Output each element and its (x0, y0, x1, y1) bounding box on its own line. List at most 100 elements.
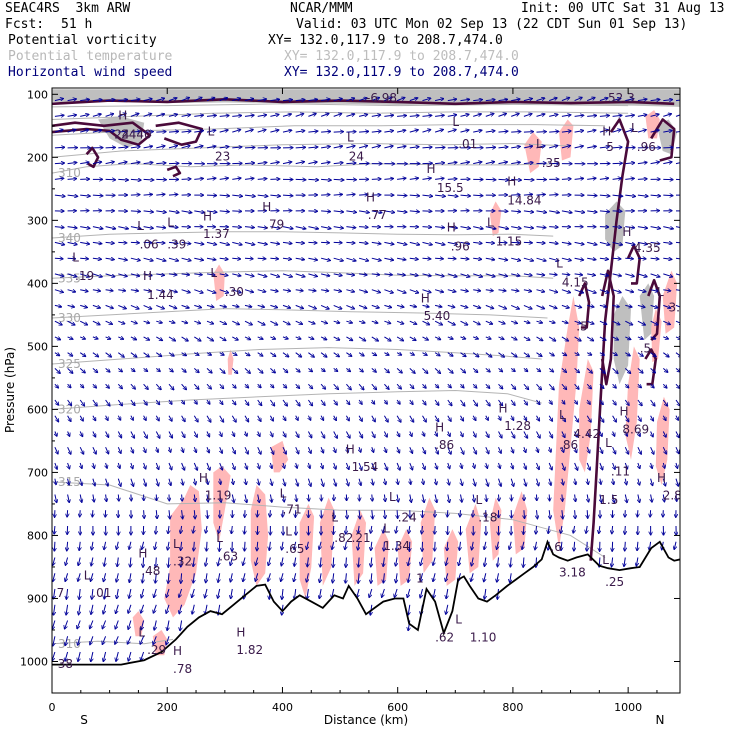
wind-vector (384, 494, 385, 502)
wind-vector (587, 146, 596, 148)
wind-vector (396, 573, 397, 582)
theta-contour (52, 231, 554, 239)
wind-vector (650, 100, 660, 101)
wind-vector (485, 337, 491, 339)
wind-vector (80, 337, 85, 339)
wind-vector (55, 462, 57, 469)
pv-contour (650, 118, 676, 162)
wind-vector (371, 462, 375, 470)
wind-vector (194, 399, 197, 404)
wind-vector (143, 257, 153, 260)
wind-vector (459, 541, 460, 550)
wind-vector (346, 163, 355, 164)
wind-vector (194, 258, 203, 260)
wind-vector (371, 368, 376, 372)
extrema-label: .86 (559, 438, 578, 452)
wind-vector (244, 227, 254, 228)
wind-vector (675, 162, 680, 165)
wind-vector (662, 446, 666, 453)
wind-vector (549, 321, 555, 323)
wind-vector (79, 541, 80, 550)
pv-shading-region (512, 491, 528, 555)
wind-vector (131, 447, 133, 452)
wind-vector (65, 573, 69, 581)
pv-high-shading (639, 283, 655, 341)
wind-vector (384, 289, 392, 293)
center-label: NCAR/MMM (290, 1, 353, 16)
wind-vector (156, 415, 159, 421)
wind-vector (409, 147, 419, 148)
extrema-label: 1.37 (203, 227, 230, 241)
wind-vector (625, 337, 630, 339)
wind-vector (52, 620, 56, 629)
wind-vector (282, 383, 286, 387)
wind-vector (77, 620, 81, 629)
wind-vector (321, 195, 329, 196)
pv-shading-region (213, 466, 231, 542)
wind-vector (334, 510, 335, 518)
wind-vector (511, 321, 517, 323)
wind-vector (130, 274, 139, 276)
wind-vector (346, 132, 355, 133)
wind-vector (473, 431, 476, 437)
wind-vector (333, 163, 343, 164)
wind-vector (257, 242, 267, 244)
extrema-label: .62 (435, 630, 454, 644)
wind-vector (536, 163, 546, 164)
wind-vector (359, 211, 369, 213)
wind-vector (599, 353, 604, 355)
extrema-label: L (452, 115, 459, 129)
wind-vector (396, 336, 403, 341)
wind-vector (80, 478, 82, 485)
wind-vector (486, 462, 488, 468)
wind-vector (523, 557, 524, 567)
wind-vector (624, 446, 628, 454)
wind-vector (422, 320, 430, 324)
wind-vector (258, 478, 259, 485)
wind-vector (345, 399, 349, 404)
wind-vector (144, 478, 146, 486)
wind-vector (409, 195, 419, 196)
wind-vector (205, 588, 207, 597)
wind-vector (333, 114, 342, 117)
wind-vector (270, 320, 277, 325)
wind-vector (54, 258, 63, 259)
wind-vector (537, 415, 540, 421)
wind-vector (231, 399, 235, 404)
wind-vector (320, 352, 326, 357)
wind-vector (422, 241, 432, 244)
wind-vector (270, 415, 273, 421)
wind-vector (67, 242, 77, 244)
wind-vector (219, 241, 229, 244)
field-pv-name: Potential vorticity (8, 33, 157, 48)
wind-vector (524, 510, 525, 518)
wind-vector (333, 399, 337, 405)
wind-vector (67, 130, 76, 133)
wind-vector (194, 98, 201, 102)
wind-vector (625, 195, 635, 196)
wind-vector (460, 130, 469, 132)
wind-vector (206, 258, 215, 260)
wind-vector (587, 305, 593, 307)
wind-vector (294, 557, 295, 566)
wind-vector (396, 353, 401, 355)
wind-vector (675, 399, 680, 406)
wind-vector (168, 194, 177, 195)
wind-vector (244, 130, 253, 133)
wind-vector (650, 290, 658, 292)
wind-vector (194, 305, 201, 307)
wind-vector (333, 274, 342, 276)
wind-vector (637, 162, 647, 163)
wind-vector (307, 478, 310, 486)
wind-vector (105, 131, 115, 132)
terrain-line (52, 539, 680, 666)
wind-vector (244, 289, 253, 292)
wind-vector (65, 651, 69, 661)
wind-vector (561, 321, 568, 323)
wind-vector (92, 258, 101, 259)
wind-vector (651, 415, 654, 421)
extrema-label: .19 (75, 269, 94, 283)
wind-vector (637, 305, 645, 307)
x-tick-label: 0 (49, 701, 56, 714)
wind-vector (168, 462, 172, 469)
